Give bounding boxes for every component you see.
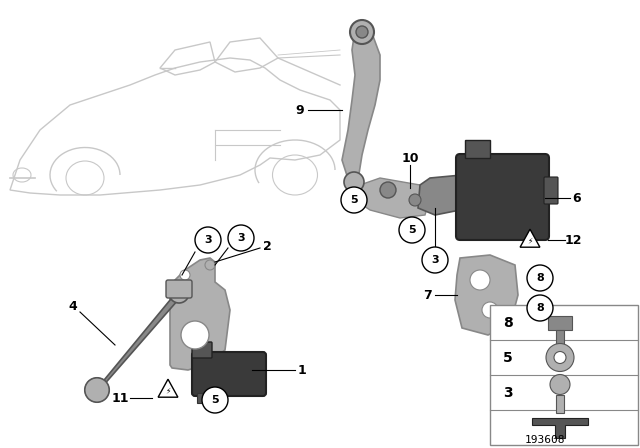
Circle shape: [380, 182, 396, 198]
Text: 5: 5: [408, 225, 416, 235]
Polygon shape: [556, 395, 564, 413]
Circle shape: [527, 295, 553, 321]
Circle shape: [350, 20, 374, 44]
Circle shape: [169, 283, 189, 303]
Text: 11: 11: [111, 392, 129, 405]
Text: 5: 5: [350, 195, 358, 205]
Circle shape: [550, 375, 570, 395]
Text: 7: 7: [424, 289, 433, 302]
Polygon shape: [556, 329, 564, 345]
Polygon shape: [455, 255, 518, 335]
Text: 12: 12: [564, 233, 582, 246]
Text: 2: 2: [262, 240, 271, 253]
Circle shape: [422, 247, 448, 273]
Polygon shape: [197, 393, 209, 403]
Circle shape: [85, 378, 109, 402]
FancyBboxPatch shape: [544, 177, 558, 204]
FancyBboxPatch shape: [456, 154, 549, 240]
Text: 3: 3: [503, 385, 513, 400]
Text: 3: 3: [431, 255, 439, 265]
Polygon shape: [355, 178, 430, 218]
Text: 10: 10: [401, 151, 419, 164]
Polygon shape: [418, 175, 465, 215]
Text: 5: 5: [503, 350, 513, 365]
Polygon shape: [532, 418, 588, 438]
Circle shape: [228, 225, 254, 251]
Text: 8: 8: [536, 273, 544, 283]
Circle shape: [409, 194, 421, 206]
Text: 5: 5: [211, 395, 219, 405]
Circle shape: [341, 187, 367, 213]
Circle shape: [195, 227, 221, 253]
Circle shape: [180, 270, 190, 280]
Text: 9: 9: [296, 103, 304, 116]
Text: 1: 1: [298, 363, 307, 376]
Circle shape: [90, 383, 104, 397]
Circle shape: [181, 321, 209, 349]
FancyBboxPatch shape: [490, 305, 638, 445]
Polygon shape: [95, 288, 180, 395]
Circle shape: [554, 352, 566, 363]
Polygon shape: [158, 379, 178, 397]
Circle shape: [527, 265, 553, 291]
FancyBboxPatch shape: [192, 342, 212, 358]
Polygon shape: [342, 28, 380, 185]
Polygon shape: [170, 258, 230, 370]
Text: ⚡: ⚡: [527, 237, 532, 246]
Text: 193608: 193608: [525, 435, 565, 445]
FancyBboxPatch shape: [166, 280, 192, 298]
Text: 8: 8: [503, 315, 513, 329]
Circle shape: [399, 217, 425, 243]
Text: 3: 3: [237, 233, 245, 243]
FancyBboxPatch shape: [548, 315, 572, 329]
Circle shape: [356, 26, 368, 38]
Circle shape: [470, 270, 490, 290]
Circle shape: [202, 387, 228, 413]
Circle shape: [85, 378, 109, 402]
Polygon shape: [520, 229, 540, 247]
Circle shape: [482, 302, 498, 318]
FancyBboxPatch shape: [192, 352, 266, 396]
Circle shape: [344, 172, 364, 192]
Text: ⚡: ⚡: [165, 386, 171, 396]
Circle shape: [546, 344, 574, 371]
Text: 8: 8: [536, 303, 544, 313]
Polygon shape: [465, 140, 490, 158]
Circle shape: [205, 260, 215, 270]
Text: 6: 6: [573, 191, 581, 204]
Text: 3: 3: [204, 235, 212, 245]
Text: 4: 4: [68, 300, 77, 313]
